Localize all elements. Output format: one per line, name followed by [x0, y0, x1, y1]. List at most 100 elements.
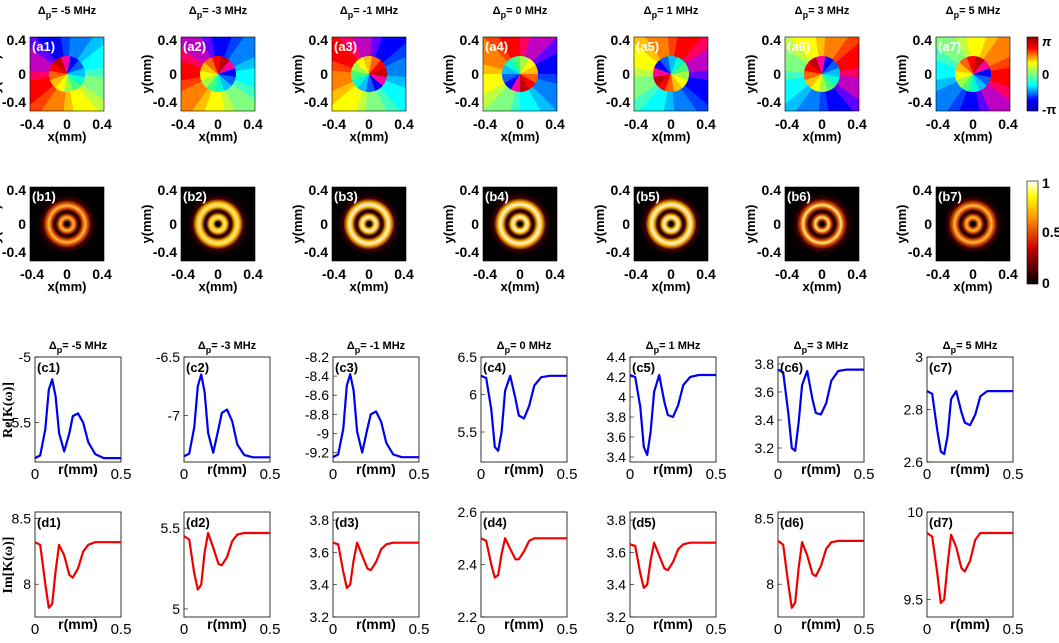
vortex-wedge [815, 56, 826, 74]
intensity-map-1: (b1)0.40-0.4y(mm)-0.4 0 0.4x(mm) [0, 182, 112, 294]
xlabel: r(mm) [653, 616, 693, 632]
ylabel-re: Re[K(ω)] [1, 382, 16, 438]
vortex-wedge [214, 74, 225, 92]
xtick-a6: 0 [818, 116, 826, 132]
phase-wedge [973, 74, 1010, 101]
ytick-a7: 0 [924, 66, 932, 82]
phase-wedge [634, 74, 671, 100]
panel-label-b6: (b6) [787, 189, 811, 204]
xlabel-a4: x(mm) [500, 129, 539, 144]
xtick-label: 0 [31, 621, 39, 638]
xtick-label: 0.5 [854, 621, 875, 638]
xlabel-a6: x(mm) [802, 129, 841, 144]
intensity-map-7: (b7)0.40-0.4y(mm)-0.4 0 0.4x(mm) [894, 182, 1018, 294]
phase-wedge [973, 67, 1010, 78]
intensity-rings [332, 187, 406, 261]
vortex-wedge [822, 56, 834, 74]
ytick-label-c5: 3.4 [607, 449, 627, 465]
vortex-wedge [60, 56, 71, 74]
xlabel: r(mm) [653, 461, 693, 477]
ytick-b7: 0 [924, 216, 932, 232]
xlabel-b6: x(mm) [802, 279, 841, 294]
phase-wedge [652, 74, 671, 111]
ytick-b4: 0 [471, 216, 479, 232]
ylabel-b7: y(mm) [894, 204, 909, 243]
phase-wedge [60, 37, 71, 74]
vortex-wedge [67, 74, 81, 92]
ytick-label-d3: 3.4 [310, 577, 330, 593]
vortex-wedge [822, 74, 836, 92]
vortex-wedge [369, 74, 383, 92]
ytick-a5: 0.4 [611, 32, 631, 48]
vortex-wedge [369, 67, 387, 78]
title-a3: Δp= -1 MHz [340, 5, 399, 20]
phase-colorbar: π 0 -π [1026, 34, 1056, 117]
phase-wedge [40, 74, 67, 111]
vortex-wedge [810, 74, 822, 92]
vortex-wedge [973, 67, 992, 78]
panel-label-c3: (c3) [335, 360, 358, 375]
colorbar-phase-top: π [1042, 34, 1052, 49]
xtick-label: 0.5 [706, 466, 727, 483]
phase-wedge [67, 67, 104, 78]
vortex-wedge [67, 56, 79, 74]
vortex-wedge [520, 74, 538, 84]
ytick-b1: 0.4 [7, 182, 27, 198]
vortex-wedge [959, 56, 973, 74]
phase-wedge [936, 70, 973, 81]
title-c1: Δp= -5 MHz [49, 340, 108, 355]
xtick-b5: 0.4 [696, 266, 716, 282]
vortex-wedge [67, 60, 85, 74]
vortex-wedge [973, 60, 991, 74]
title-c7: Δp= 5 MHz [943, 340, 998, 355]
phase-wedge [218, 67, 255, 78]
phase-wedge [671, 60, 708, 74]
ytick-a1: 0 [18, 66, 26, 82]
series-line-d7 [926, 531, 1013, 605]
ytick-label-d4: 2.2 [458, 609, 478, 625]
intensity-rings [181, 187, 255, 261]
phase-wedge [211, 37, 222, 74]
vortex-wedge [365, 74, 376, 92]
line-panel-d7: 10 9.5 0 0.5 r(mm) (d7) [904, 504, 1024, 638]
phase-wedge [973, 42, 1010, 74]
ylabel-a4: y(mm) [441, 54, 456, 93]
ytick-label-c7: 2.6 [904, 454, 924, 470]
phase-wedge [795, 74, 822, 111]
phase-wedge [67, 74, 104, 101]
ytick-b4: 0.4 [460, 182, 480, 198]
ytick-b5: 0 [622, 216, 630, 232]
panel-label-b3: (b3) [334, 189, 358, 204]
xtick-label: 0.5 [557, 466, 578, 483]
series-line-c3 [332, 373, 419, 459]
panel-label-a4: (a4) [485, 39, 508, 54]
panel-label-b7: (b7) [938, 189, 962, 204]
panel-label-d2: (d2) [186, 515, 210, 530]
xtick-a1: 0 [63, 116, 71, 132]
vortex-wedge [973, 56, 985, 74]
ylabel-a2: y(mm) [139, 54, 154, 93]
intensity-map-4: (b4)0.40-0.4y(mm)-0.4 0 0.4x(mm) [441, 182, 565, 294]
phase-wedge [30, 74, 67, 106]
line-panel-c7: 3 2.8 2.60 0.5 r(mm) (c7) Δp= 5 MHz [904, 340, 1024, 483]
vortex-wedge [671, 74, 683, 92]
vortex-wedge [206, 74, 218, 92]
ytick-label-d5: 3.6 [607, 544, 627, 560]
vortex-wedge [369, 74, 387, 86]
panel-label-d3: (d3) [335, 515, 359, 530]
phase-wedge [332, 47, 369, 74]
vortex-wedge [200, 62, 218, 74]
panel-label-a3: (a3) [334, 39, 357, 54]
vortex-wedge [659, 56, 671, 74]
phase-wedge [973, 56, 1010, 74]
plot-area [480, 511, 568, 618]
ytick-label-d3: 3.6 [310, 544, 330, 560]
ytick-b2: 0 [169, 216, 177, 232]
ytick-a6: 0 [773, 66, 781, 82]
vortex-wedge [973, 74, 987, 92]
line-panel-c1: -5 -5.5 0 0.5 r(mm) (c1) Δp= -5 MHz [7, 340, 132, 483]
xtick-b4: 0 [516, 266, 524, 282]
